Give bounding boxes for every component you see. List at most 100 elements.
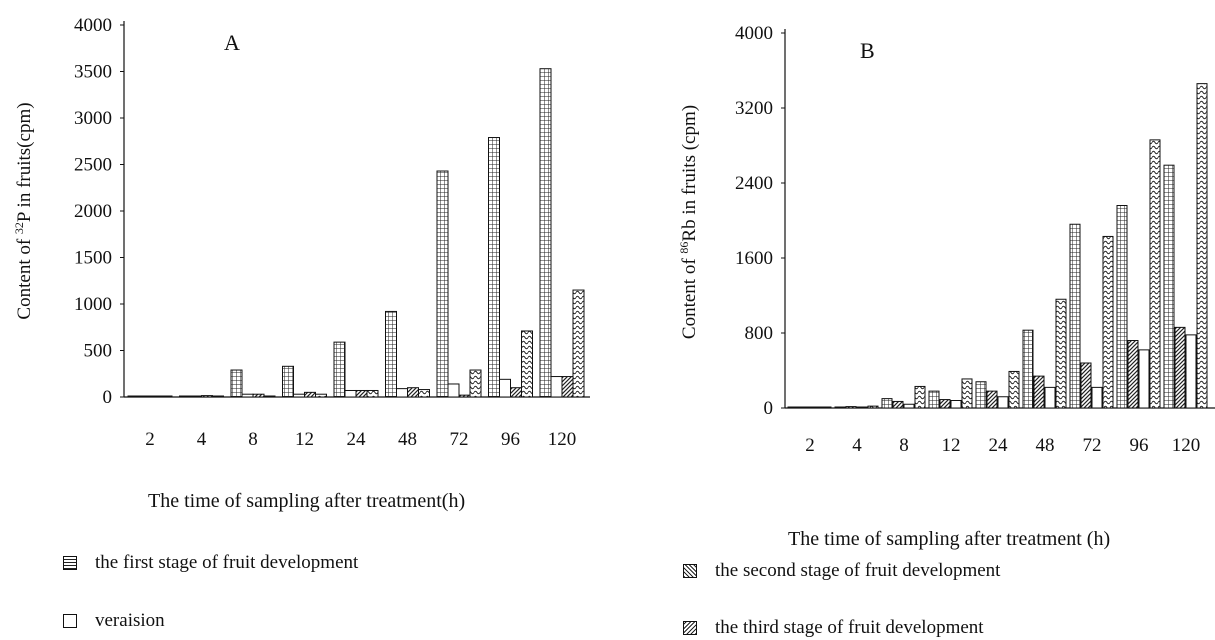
panel-a-x-tick-label: 12 <box>295 429 314 450</box>
panel-a-x-tick-label: 48 <box>398 429 417 450</box>
panel-a-bar <box>550 376 563 398</box>
panel-b-x-tick-label: 24 <box>989 435 1009 456</box>
panel-a-bar <box>241 393 254 398</box>
panel-b-bar <box>1022 329 1034 409</box>
panel-b-bar <box>1102 235 1114 409</box>
panel-a-y-tick-label: 4000 <box>74 15 112 36</box>
panel-a-bar <box>561 376 574 398</box>
panel-b-y-tick-label: 4000 <box>735 23 773 44</box>
panel-a-bar <box>315 393 327 398</box>
panel-a-bar <box>418 389 430 398</box>
panel-b-x-tick-label: 4 <box>852 435 862 456</box>
panel-a-bar <box>304 391 316 398</box>
panel-a-label: A <box>224 30 240 55</box>
panel-b-bar <box>1163 164 1175 409</box>
panel-b-bar <box>903 403 915 409</box>
panel-b-bar <box>845 406 857 409</box>
panel-a-bar <box>179 395 191 398</box>
panel-a-y-tick-label: 500 <box>84 341 113 362</box>
panel-b-bar <box>914 385 926 409</box>
panel-b-x-tick-label: 120 <box>1172 435 1201 456</box>
panel-b-bar <box>961 378 973 409</box>
legend-swatch-grid-icon <box>63 556 77 570</box>
panel-b-bar <box>1008 370 1020 409</box>
legend-swatch-wave-icon <box>683 621 697 635</box>
panel-b-y-tick-label: 0 <box>764 398 774 419</box>
panel-a-bar <box>385 310 397 398</box>
panel-a-x-axis-title: The time of sampling after treatment(h) <box>148 490 466 512</box>
panel-a-bar <box>333 341 346 398</box>
legend-label-third-stage: the third stage of fruit development <box>715 617 984 638</box>
panel-b-bar <box>787 406 799 409</box>
panel-b-y-tick-label: 2400 <box>735 173 773 194</box>
panel-b-bar <box>986 390 998 409</box>
legend-item-first-stage: the first stage of fruit development <box>63 552 358 574</box>
panel-a-bar <box>138 395 151 398</box>
panel-b-x-tick-label: 72 <box>1083 435 1102 456</box>
panel-a-x-tick-label: 96 <box>501 429 520 450</box>
legend-label-second-stage: the second stage of fruit development <box>715 560 1001 581</box>
legend-item-second-stage: the second stage of fruit development <box>683 560 1000 582</box>
panel-a-y-tick-label: 1500 <box>74 248 112 269</box>
panel-a-bar <box>282 365 294 398</box>
panel-b-y-axis-title: Content of 86Rb in fruits (cpm) <box>677 105 700 339</box>
panel-b-bar <box>1033 375 1045 409</box>
panel-b-label: B <box>860 38 875 63</box>
panel-b-bar <box>856 406 868 409</box>
panel-a-x-tick-label: 24 <box>347 429 367 450</box>
panel-a-bar <box>263 395 276 398</box>
panel-a-bar <box>572 289 585 398</box>
panel-a-x-tick-label: 120 <box>548 429 577 450</box>
panel-b-bar <box>1127 340 1139 409</box>
panel-a-bar <box>407 387 419 398</box>
panel-a-bar <box>458 394 471 398</box>
panel-b-bar <box>892 400 904 409</box>
panel-a-y-axis-title: Content of 32P in fruits(cpm) <box>12 102 35 319</box>
panel-b-y-tick-label: 1600 <box>735 248 773 269</box>
panel-b-x-axis-title: The time of sampling after treatment (h) <box>788 528 1111 550</box>
panel-b-bar <box>928 390 940 409</box>
panel-a-bar <box>366 389 379 398</box>
panel-a-bar <box>436 170 449 398</box>
legend-swatch-diagonal-icon <box>683 564 697 578</box>
panel-b-bar <box>997 396 1009 409</box>
panel-b-bar <box>1080 362 1092 409</box>
legend-swatch-box-icon <box>63 614 77 628</box>
panel-b-bar <box>1091 386 1103 409</box>
panel-b-y-tick-label: 3200 <box>735 98 773 119</box>
panel-b-bar <box>1149 139 1161 409</box>
panel-b-bar <box>939 399 951 409</box>
panel-a-bar <box>396 388 408 398</box>
panel-a-bar <box>127 395 140 398</box>
panel-a-bar <box>510 387 522 398</box>
panel-b-bar <box>1044 386 1056 409</box>
panel-a-bar <box>447 383 460 398</box>
panel-b-x-tick-label: 8 <box>899 435 909 456</box>
panel-b-bar <box>1116 205 1128 409</box>
panel-b-bar <box>798 406 810 409</box>
panel-a-bar <box>469 369 482 398</box>
panel-a-bar <box>160 395 173 398</box>
panel-a-bar <box>190 395 202 398</box>
panel-b-bar <box>881 398 893 409</box>
legend-item-veraision: veraision <box>63 610 165 632</box>
panel-b-bar <box>834 406 846 409</box>
panel-a-y-tick-label: 3000 <box>74 108 112 129</box>
panel-a-y-tick-label: 2500 <box>74 155 112 176</box>
panel-b-x-tick-label: 12 <box>942 435 961 456</box>
panel-a-x-tick-label: 72 <box>450 429 469 450</box>
panel-b-bar <box>809 406 821 409</box>
panel-a-bar <box>201 395 213 398</box>
panel-b-bar <box>950 400 962 409</box>
panel-b-bar <box>1069 223 1081 409</box>
panel-a-bar <box>252 393 265 398</box>
panel-b-bar <box>1185 334 1197 409</box>
panel-a-y-tick-label: 2000 <box>74 201 112 222</box>
legend-label-veraision: veraision <box>95 610 165 631</box>
panel-b-x-tick-label: 48 <box>1036 435 1055 456</box>
panel-a-bar <box>212 395 224 398</box>
panel-b-bar <box>975 381 987 409</box>
panel-a-x-tick-label: 2 <box>145 429 155 450</box>
panel-a-bar <box>539 68 552 398</box>
panel-b-bar <box>867 405 879 409</box>
